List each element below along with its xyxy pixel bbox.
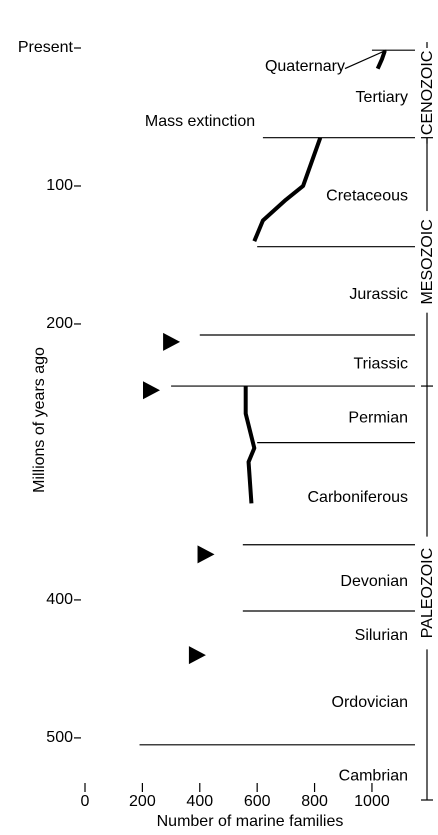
era-label: CENOZOIC [419, 51, 436, 135]
period-label: Devonian [340, 573, 408, 590]
x-axis-label: Number of marine families [157, 813, 344, 830]
annotation: Mass extinction [145, 113, 255, 130]
y-tick-label: 100 [46, 177, 73, 194]
y-tick-label: 200 [46, 315, 73, 332]
y-tick-label: Present [18, 39, 74, 56]
period-label: Tertiary [356, 89, 408, 106]
x-tick-label: 400 [186, 793, 213, 810]
extinction-marker [143, 381, 160, 399]
extinction-marker [189, 646, 206, 664]
x-tick-label: 0 [81, 793, 90, 810]
period-label: Carboniferous [308, 489, 409, 506]
x-tick-label: 600 [244, 793, 271, 810]
period-label: Quaternary [265, 58, 345, 75]
diversity-curve [246, 51, 385, 504]
period-label: Permian [348, 410, 408, 427]
period-label: Silurian [355, 627, 408, 644]
y-tick-label: 500 [46, 729, 73, 746]
x-tick-label: 800 [301, 793, 328, 810]
era-label: MESOZOIC [419, 219, 436, 304]
period-label: Cretaceous [326, 187, 408, 204]
period-label: Ordovician [332, 694, 408, 711]
era-label: PALEOZOIC [419, 548, 436, 638]
period-label: Cambrian [339, 768, 408, 785]
x-tick-label: 200 [129, 793, 156, 810]
period-label: Triassic [353, 356, 408, 373]
extinction-marker [163, 333, 180, 351]
x-tick-label: 1000 [354, 793, 390, 810]
y-tick-label: 400 [46, 591, 73, 608]
y-axis-label: Millions of years ago [31, 347, 48, 493]
chart: Millions of years ago Number of marine f… [0, 0, 438, 835]
period-label: Jurassic [349, 286, 408, 303]
extinction-marker [198, 545, 215, 563]
